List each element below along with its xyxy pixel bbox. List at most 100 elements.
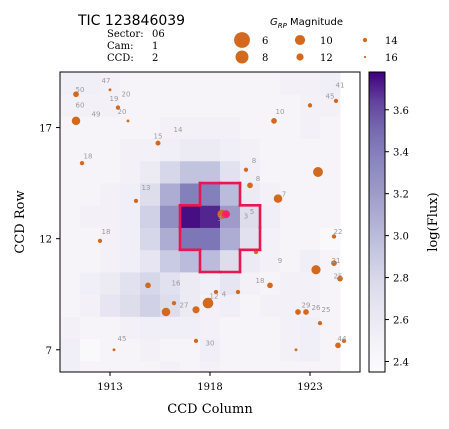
star-marker xyxy=(193,338,199,344)
flux-pixel xyxy=(260,316,281,340)
flux-pixel xyxy=(60,360,81,372)
y-tick-label: 7 xyxy=(46,346,52,357)
flux-pixel xyxy=(140,227,161,251)
star-label: 19 xyxy=(110,95,119,103)
flux-pixel xyxy=(160,249,181,273)
star-marker xyxy=(267,282,273,289)
legend-marker xyxy=(234,32,250,48)
flux-pixel xyxy=(240,227,261,251)
magnitude-legend: GRP Magnitude 6 8 10 12 14 16 xyxy=(234,17,398,64)
flux-pixel xyxy=(60,338,81,362)
flux-pixel xyxy=(240,249,261,273)
flux-pixel xyxy=(60,272,81,295)
flux-pixel xyxy=(100,138,121,162)
flux-pixel xyxy=(160,72,181,95)
flux-pixel xyxy=(100,272,121,295)
flux-pixel xyxy=(160,138,181,162)
flux-pixel xyxy=(80,160,101,184)
star-marker xyxy=(271,118,277,124)
flux-pixel xyxy=(80,116,101,140)
flux-pixel xyxy=(120,272,141,295)
flux-pixel xyxy=(200,272,221,295)
flux-pixel xyxy=(280,205,301,228)
y-axis-label: CCD Row xyxy=(13,190,28,253)
flux-pixel xyxy=(140,72,161,95)
star-marker xyxy=(202,297,214,309)
flux-pixel xyxy=(80,138,101,162)
flux-pixel xyxy=(160,272,181,295)
star-label: 22 xyxy=(334,228,343,236)
flux-pixel xyxy=(180,338,201,362)
flux-pixel xyxy=(200,249,221,273)
star-marker xyxy=(79,160,85,166)
flux-pixel xyxy=(140,294,161,317)
star-label: 25 xyxy=(334,273,343,281)
flux-pixel xyxy=(320,183,341,206)
flux-pixel xyxy=(320,316,341,340)
flux-pixel xyxy=(240,360,261,372)
star-label: 8 xyxy=(252,157,256,165)
flux-pixel xyxy=(200,227,221,251)
flux-pixel xyxy=(300,360,321,372)
flux-pixel xyxy=(100,294,121,317)
flux-pixel xyxy=(320,249,341,273)
flux-pixel xyxy=(80,183,101,206)
flux-pixel xyxy=(160,316,181,340)
flux-pixel xyxy=(260,138,281,162)
flux-pixel xyxy=(180,160,201,184)
flux-pixel xyxy=(260,249,281,273)
star-marker xyxy=(145,282,151,289)
flux-pixel xyxy=(100,72,121,95)
flux-pixel xyxy=(120,249,141,273)
star-label: 9 xyxy=(278,257,282,265)
flux-pixel xyxy=(280,360,301,372)
star-label: 15 xyxy=(154,133,163,141)
flux-pixel xyxy=(300,316,321,340)
flux-pixel xyxy=(200,72,221,95)
star-label: 13 xyxy=(142,184,151,192)
flux-pixel xyxy=(240,116,261,140)
flux-pixel xyxy=(240,94,261,117)
flux-pixel xyxy=(200,160,221,184)
flux-pixel xyxy=(220,249,241,273)
flux-pixel xyxy=(300,272,321,295)
star-marker xyxy=(317,320,323,326)
star-marker xyxy=(155,140,161,146)
star-label: 29 xyxy=(302,302,311,310)
flux-pixel xyxy=(120,138,141,162)
flux-pixel xyxy=(80,294,101,317)
flux-pixel xyxy=(280,249,301,273)
flux-pixel xyxy=(220,72,241,95)
flux-pixel xyxy=(60,227,81,251)
flux-pixel xyxy=(200,205,221,228)
flux-pixel xyxy=(100,94,121,117)
flux-pixel xyxy=(280,138,301,162)
star-label: 20 xyxy=(122,90,131,98)
star-marker xyxy=(235,289,241,295)
flux-pixel xyxy=(140,160,161,184)
star-marker xyxy=(303,309,309,315)
flux-pixel xyxy=(320,138,341,162)
legend-title: GRP Magnitude xyxy=(270,17,343,30)
flux-pixel xyxy=(100,205,121,228)
flux-pixel xyxy=(240,138,261,162)
star-markers xyxy=(71,88,347,352)
legend-label: 8 xyxy=(262,53,268,64)
flux-pixel xyxy=(60,249,81,273)
star-marker xyxy=(243,167,249,172)
star-marker xyxy=(311,265,321,275)
star-label: 60 xyxy=(76,102,85,110)
star-marker xyxy=(335,342,341,349)
flux-pixel xyxy=(80,94,101,117)
flux-pixel xyxy=(220,138,241,162)
flux-pixel xyxy=(240,272,261,295)
flux-pixel xyxy=(160,160,181,184)
flux-pixel xyxy=(260,294,281,317)
flux-pixel xyxy=(280,94,301,117)
flux-pixel xyxy=(100,160,121,184)
flux-pixel xyxy=(240,338,261,362)
flux-pixel xyxy=(260,205,281,228)
flux-pixel xyxy=(140,94,161,117)
flux-pixel xyxy=(220,160,241,184)
star-marker xyxy=(126,119,130,123)
